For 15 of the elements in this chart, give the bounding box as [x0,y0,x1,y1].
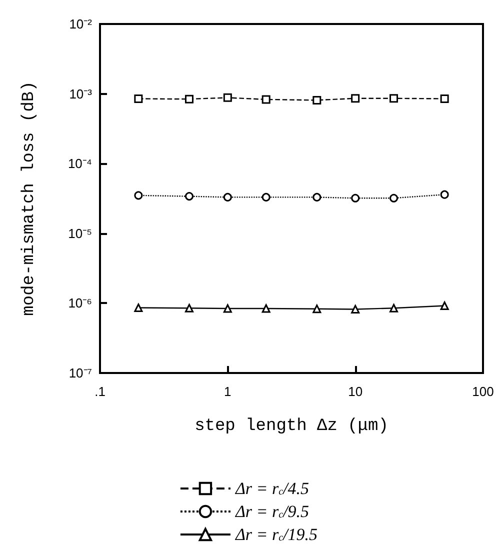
x-tick-label: 100 [472,384,494,399]
x-tick-label: 10 [348,384,363,399]
x-tick-label: .1 [94,384,106,399]
y-tick-label: 10⁻⁷ [68,366,92,380]
x-axis-title: step length Δz (μm) [194,417,388,436]
x-tick-label: 1 [224,384,232,399]
y-tick-label: 10⁻² [69,16,93,32]
legend-label: Δr = rc/4.5 [234,479,310,498]
y-tick-label: 10⁻⁴ [68,156,92,172]
y-tick-label: 10⁻⁶ [68,296,92,311]
y-axis-title: mode-mismatch loss (dB) [20,81,39,316]
legend-label: Δr = rc/19.5 [234,525,318,544]
legend-label: Δr = rc/9.5 [234,502,310,521]
y-tick-label: 10⁻³ [69,86,93,102]
y-tick-label: 10⁻⁵ [68,226,92,241]
